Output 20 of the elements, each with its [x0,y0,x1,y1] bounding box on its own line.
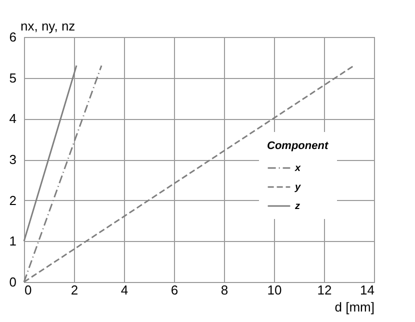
x-tick-label: 6 [170,282,178,298]
x-tick-label: 14 [360,282,374,298]
y-tick-label: 6 [9,30,16,44]
y-axis-title: nx, ny, nz [20,18,76,34]
y-tick-label: 1 [9,234,16,249]
x-tick-label: 0 [24,282,32,298]
x-tick-label: 2 [70,282,78,298]
x-tick-label: 8 [220,282,228,298]
y-tick-label: 5 [9,70,16,86]
legend-label: z [294,201,300,212]
legend-label: x [294,163,301,174]
legend-title: Component [267,140,330,152]
x-tick-label: 4 [120,282,128,298]
y-tick-label: 4 [9,111,16,126]
y-tick-label: 3 [9,152,16,167]
y-tick-label: 2 [9,192,16,208]
legend-label: y [294,182,301,193]
x-axis-title: d [mm] [334,300,374,314]
x-tick-label: 12 [317,282,332,298]
x-tick-label: 10 [267,282,282,298]
